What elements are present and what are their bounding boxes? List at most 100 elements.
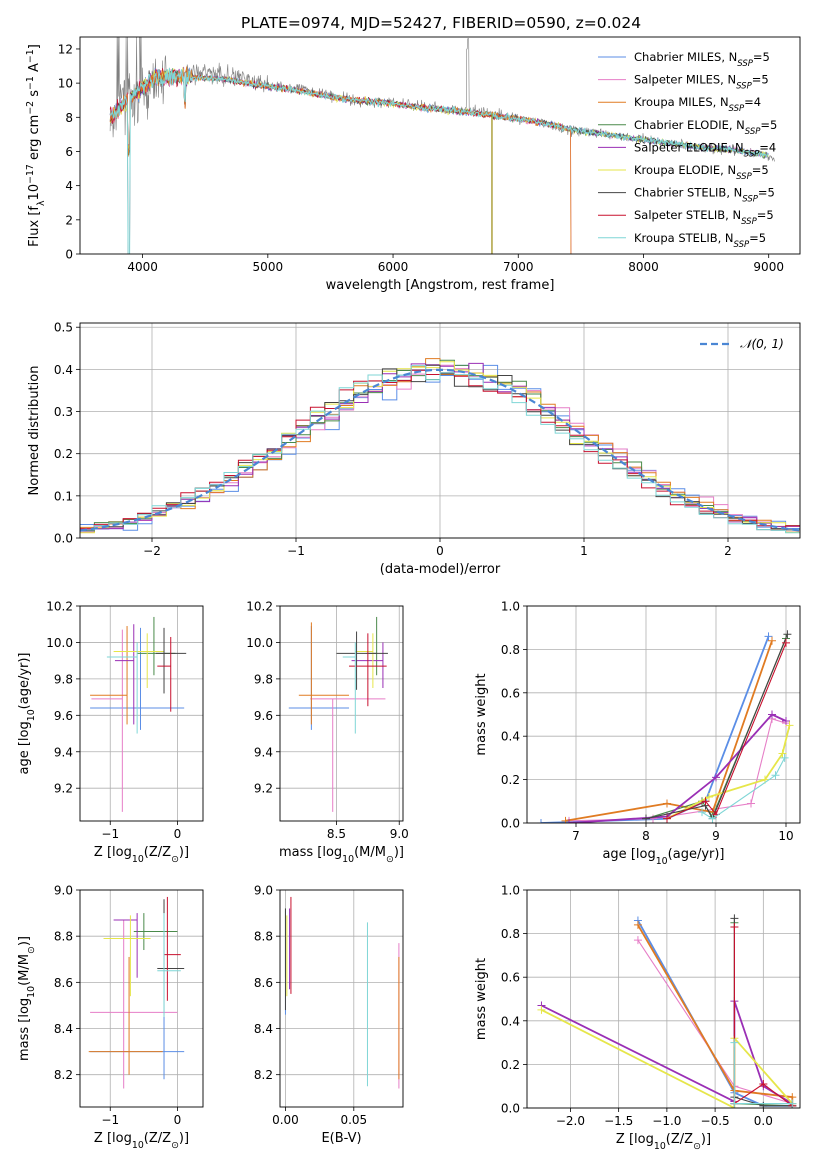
- x-tick-label: −1: [287, 544, 305, 558]
- y-tick-label: 0.2: [54, 447, 73, 461]
- error-bar-point: [88, 956, 163, 1075]
- y-tick-label: 0.1: [54, 489, 73, 503]
- x-tick-label: 8: [642, 829, 650, 843]
- mass-weight-series: [565, 710, 790, 823]
- series-marker: [768, 710, 776, 719]
- x-tick-label: −1.0: [652, 1114, 681, 1128]
- plot-area: [537, 914, 797, 1108]
- y-tick-label: 8.2: [254, 1068, 273, 1082]
- legend: Chabrier MILES, NSSP=5 Salpeter MILES, NS…: [598, 50, 777, 250]
- error-bar-point: [113, 913, 138, 978]
- axes-frame: [279, 605, 404, 822]
- series-marker: [537, 819, 545, 823]
- x-tick-label: −0.5: [701, 1114, 730, 1128]
- series-marker: [633, 936, 642, 945]
- panel-spectrum: 4000 5000 6000 7000 8000 9000 0 2 4 6 8 10 12 wavelen…: [25, 36, 801, 293]
- x-tick-label: −2: [143, 544, 161, 558]
- axes-frame: [526, 605, 801, 824]
- series-marker: [747, 799, 755, 808]
- y-tick-label: 0.3: [54, 405, 73, 419]
- x-tick-label: 1: [580, 544, 588, 558]
- error-bar-point: [164, 896, 181, 1001]
- y-axis-label: mass weight: [474, 958, 489, 1040]
- y-tick-label: 10.2: [246, 600, 273, 614]
- series-marker: [633, 920, 642, 929]
- y-tick-label: 0.6: [501, 686, 520, 700]
- x-tick-label: 0: [436, 544, 444, 558]
- normal-curve: [80, 368, 800, 532]
- series-marker: [785, 721, 794, 730]
- legend-entry: Kroupa ELODIE, NSSP=5: [634, 163, 769, 182]
- error-bar-point: [133, 913, 178, 951]
- y-tick-label: 9.4: [254, 745, 273, 759]
- panel-Z-vs-massweight: −2.0 −1.5 −1.0 −0.5 0.0 0.0 0.2 0.4 0.6 0.8 1.0 Z […: [474, 884, 801, 1152]
- series-marker: [708, 814, 717, 823]
- error-bar-point: [114, 624, 135, 725]
- series-marker: [701, 797, 710, 806]
- x-tick-label: 7: [572, 829, 580, 843]
- axes-frame: [526, 889, 801, 1109]
- series-marker: [705, 792, 713, 801]
- y-tick-label: 9.0: [54, 884, 73, 898]
- y-tick-label: 1.0: [501, 600, 520, 614]
- y-tick-label: 9.6: [254, 709, 273, 723]
- error-bar-point: [336, 631, 388, 690]
- error-bar-point: [103, 915, 151, 997]
- y-tick-label: 0.0: [501, 1102, 520, 1116]
- series-marker: [730, 1038, 739, 1047]
- y-tick-label: 8.4: [54, 1022, 73, 1036]
- y-tick-label: 10.2: [46, 600, 73, 614]
- x-axis-label: age [log10(age/yr)]: [602, 847, 724, 867]
- y-tick-label: 8.6: [54, 976, 73, 990]
- legend-entry: Kroupa STELIB, NSSP=5: [634, 231, 766, 250]
- x-tick-label: 8000: [628, 260, 659, 274]
- y-tick-label: 10: [58, 77, 73, 91]
- axes-frame: [79, 605, 204, 822]
- x-tick-label: 9.0: [390, 827, 409, 841]
- y-tick-label: 0.0: [501, 817, 520, 831]
- panel-EBV-vs-mass: 0.00 0.05 8.2 8.4 8.6 8.8 9.0 E(B-V): [254, 884, 404, 1146]
- error-bar-point: [113, 633, 165, 688]
- series-marker: [642, 814, 650, 823]
- y-tick-label: 0.5: [54, 321, 73, 335]
- y-axis-label: mass [log10(M/M⊙)]: [17, 936, 37, 1061]
- series-marker: [565, 819, 573, 823]
- series-marker: [730, 1099, 739, 1108]
- series-marker: [698, 808, 706, 817]
- residual-histogram: [80, 365, 800, 534]
- mass-weight-series: [730, 1038, 797, 1108]
- error-bar-point: [310, 698, 386, 812]
- axes-frame: [79, 36, 801, 255]
- series-marker: [764, 632, 773, 641]
- error-bar-point: [90, 920, 178, 1089]
- y-tick-label: 8.8: [54, 930, 73, 944]
- x-tick-label: 0: [174, 1113, 182, 1127]
- y-tick-label: 6: [65, 145, 73, 159]
- x-tick-label: 2: [724, 544, 732, 558]
- panel-Z-vs-age: −1 0 9.2 9.4 9.6 9.8 10.0 10.2 Z [log10(Z/Z⊙)] ag…: [17, 600, 204, 865]
- axes-frame: [79, 322, 801, 539]
- y-axis-label: Normed distribution: [27, 366, 42, 496]
- y-tick-label: 9.8: [254, 672, 273, 686]
- x-tick-label: 4000: [127, 260, 158, 274]
- y-axis-label: Flux [fλ10−17 erg cm−2 s−1 A−1]: [25, 44, 47, 247]
- y-tick-label: 0.4: [501, 1014, 520, 1028]
- y-tick-label: 9.2: [54, 782, 73, 796]
- y-tick-label: 9.8: [54, 672, 73, 686]
- plot-area: [288, 616, 388, 812]
- series-line: [701, 757, 786, 820]
- x-tick-label: 8.5: [327, 827, 346, 841]
- y-tick-label: 0.4: [501, 730, 520, 744]
- series-marker: [788, 1099, 797, 1108]
- y-tick-label: 8.4: [254, 1022, 273, 1036]
- plot-area: [284, 896, 400, 1089]
- plot-area: [90, 616, 187, 812]
- y-tick-label: 9.6: [54, 709, 73, 723]
- error-bar-point: [106, 642, 138, 734]
- model-spectrum: [109, 67, 769, 254]
- x-axis-label: mass [log10(M/M⊙)]: [279, 845, 404, 865]
- mass-weight-series: [663, 638, 790, 823]
- y-tick-label: 1.0: [501, 884, 520, 898]
- legend-entry: Kroupa MILES, NSSP=4: [634, 95, 761, 114]
- series-marker: [730, 914, 739, 923]
